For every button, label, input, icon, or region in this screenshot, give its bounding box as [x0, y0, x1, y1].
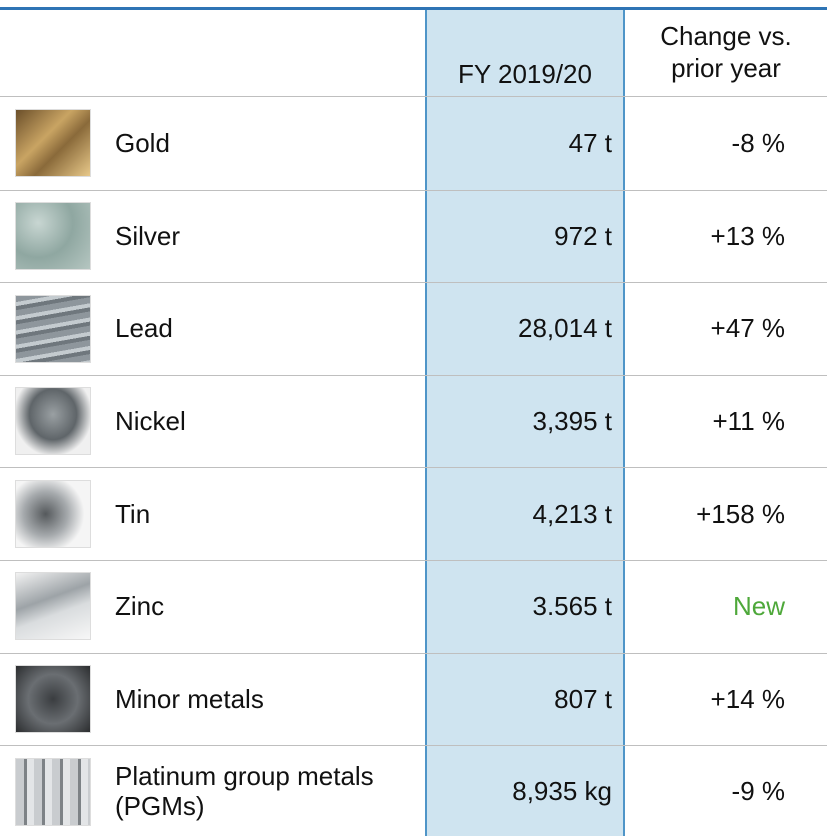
change-value: New — [732, 591, 785, 622]
fy-value: 47 t — [568, 128, 612, 159]
change-value: -8 % — [731, 128, 785, 159]
fy-value: 807 t — [554, 683, 612, 714]
metal-name: Lead — [115, 313, 173, 344]
fy-value: 28,014 t — [518, 313, 612, 344]
metal-image — [15, 109, 91, 178]
metal-name: Zinc — [115, 591, 165, 622]
fy-value: 972 t — [554, 220, 612, 251]
metal-name: Platinum group metals (PGMs) — [115, 761, 374, 822]
metal-image — [15, 294, 91, 363]
fy-value: 8,935 kg — [512, 776, 612, 807]
row-separator — [0, 282, 827, 284]
metal-image — [15, 479, 91, 548]
change-value: +158 % — [696, 498, 785, 529]
fy-value: 3,395 t — [532, 406, 612, 437]
metal-image — [15, 664, 91, 733]
top-rule — [0, 7, 827, 10]
row-separator — [0, 189, 827, 191]
row-separator — [0, 560, 827, 561]
header-separator — [0, 96, 827, 97]
metal-name: Nickel — [115, 406, 186, 437]
change-value: +11 % — [712, 406, 785, 437]
change-value: +13 % — [710, 220, 785, 251]
fy-value: 4,213 t — [532, 498, 612, 529]
metal-name: Minor metals — [115, 683, 264, 714]
metal-image — [15, 757, 91, 826]
metal-name: Gold — [115, 128, 170, 159]
fy-value: 3.565 t — [532, 591, 612, 622]
metal-name: Tin — [115, 498, 151, 529]
change-value: +14 % — [710, 683, 785, 714]
header-fy: FY 2019/20 — [458, 59, 592, 89]
row-separator — [0, 467, 827, 469]
change-value: +47 % — [710, 313, 785, 344]
metal-image — [15, 387, 91, 456]
change-value: -9 % — [731, 776, 785, 807]
metal-name: Silver — [115, 220, 181, 251]
metal-image — [15, 201, 91, 270]
header-change: Change vs. prior year — [660, 21, 792, 83]
highlight-column — [425, 8, 625, 836]
row-separator — [0, 652, 827, 654]
metal-image — [15, 572, 91, 641]
row-separator — [0, 374, 827, 376]
row-separator — [0, 745, 827, 747]
